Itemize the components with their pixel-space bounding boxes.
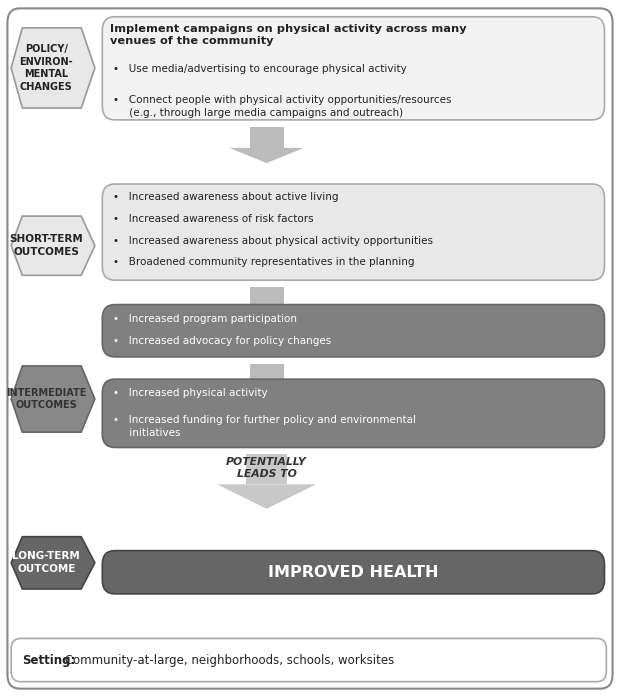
Text: INTERMEDIATE
OUTCOMES: INTERMEDIATE OUTCOMES (6, 388, 86, 411)
Text: •   Increased awareness about active living: • Increased awareness about active livin… (113, 192, 339, 202)
Text: Implement campaigns on physical activity across many
venues of the community: Implement campaigns on physical activity… (110, 24, 466, 46)
Polygon shape (11, 537, 95, 589)
Polygon shape (229, 307, 304, 321)
FancyBboxPatch shape (102, 17, 604, 120)
Text: •   Broadened community representatives in the planning: • Broadened community representatives in… (113, 257, 415, 267)
Text: •   Use media/advertising to encourage physical activity: • Use media/advertising to encourage phy… (113, 64, 407, 74)
Polygon shape (229, 383, 304, 397)
FancyBboxPatch shape (11, 638, 606, 682)
Text: •   Increased physical activity: • Increased physical activity (113, 388, 268, 398)
Text: POLICY/
ENVIRON-
MENTAL
CHANGES: POLICY/ ENVIRON- MENTAL CHANGES (19, 44, 73, 92)
Polygon shape (11, 28, 95, 108)
Text: IMPROVED HEALTH: IMPROVED HEALTH (268, 565, 439, 580)
FancyBboxPatch shape (249, 127, 283, 148)
Text: Setting:: Setting: (22, 654, 76, 666)
Text: LONG-TERM
OUTCOME: LONG-TERM OUTCOME (12, 551, 80, 574)
Text: •   Increased awareness about physical activity opportunities: • Increased awareness about physical act… (113, 236, 433, 245)
Text: POTENTIALLY
LEADS TO: POTENTIALLY LEADS TO (226, 457, 307, 479)
Text: •   Increased awareness of risk factors: • Increased awareness of risk factors (113, 214, 314, 224)
FancyBboxPatch shape (102, 305, 604, 357)
Text: •   Increased funding for further policy and environmental
     initiatives: • Increased funding for further policy a… (113, 415, 417, 438)
Text: Community-at-large, neighborhoods, schools, worksites: Community-at-large, neighborhoods, schoo… (61, 654, 394, 666)
FancyBboxPatch shape (249, 364, 283, 383)
Text: SHORT-TERM
OUTCOMES: SHORT-TERM OUTCOMES (9, 234, 83, 257)
Text: •   Increased program participation: • Increased program participation (113, 314, 298, 323)
FancyBboxPatch shape (7, 8, 613, 689)
FancyBboxPatch shape (246, 454, 286, 484)
Text: •   Increased advocacy for policy changes: • Increased advocacy for policy changes (113, 336, 332, 346)
Polygon shape (11, 366, 95, 432)
FancyBboxPatch shape (249, 287, 283, 307)
Polygon shape (217, 484, 316, 509)
Text: •   Connect people with physical activity opportunities/resources
     (e.g., th: • Connect people with physical activity … (113, 95, 452, 118)
FancyBboxPatch shape (102, 184, 604, 280)
FancyBboxPatch shape (102, 379, 604, 447)
FancyBboxPatch shape (102, 551, 604, 594)
Polygon shape (229, 148, 304, 163)
Polygon shape (11, 216, 95, 275)
